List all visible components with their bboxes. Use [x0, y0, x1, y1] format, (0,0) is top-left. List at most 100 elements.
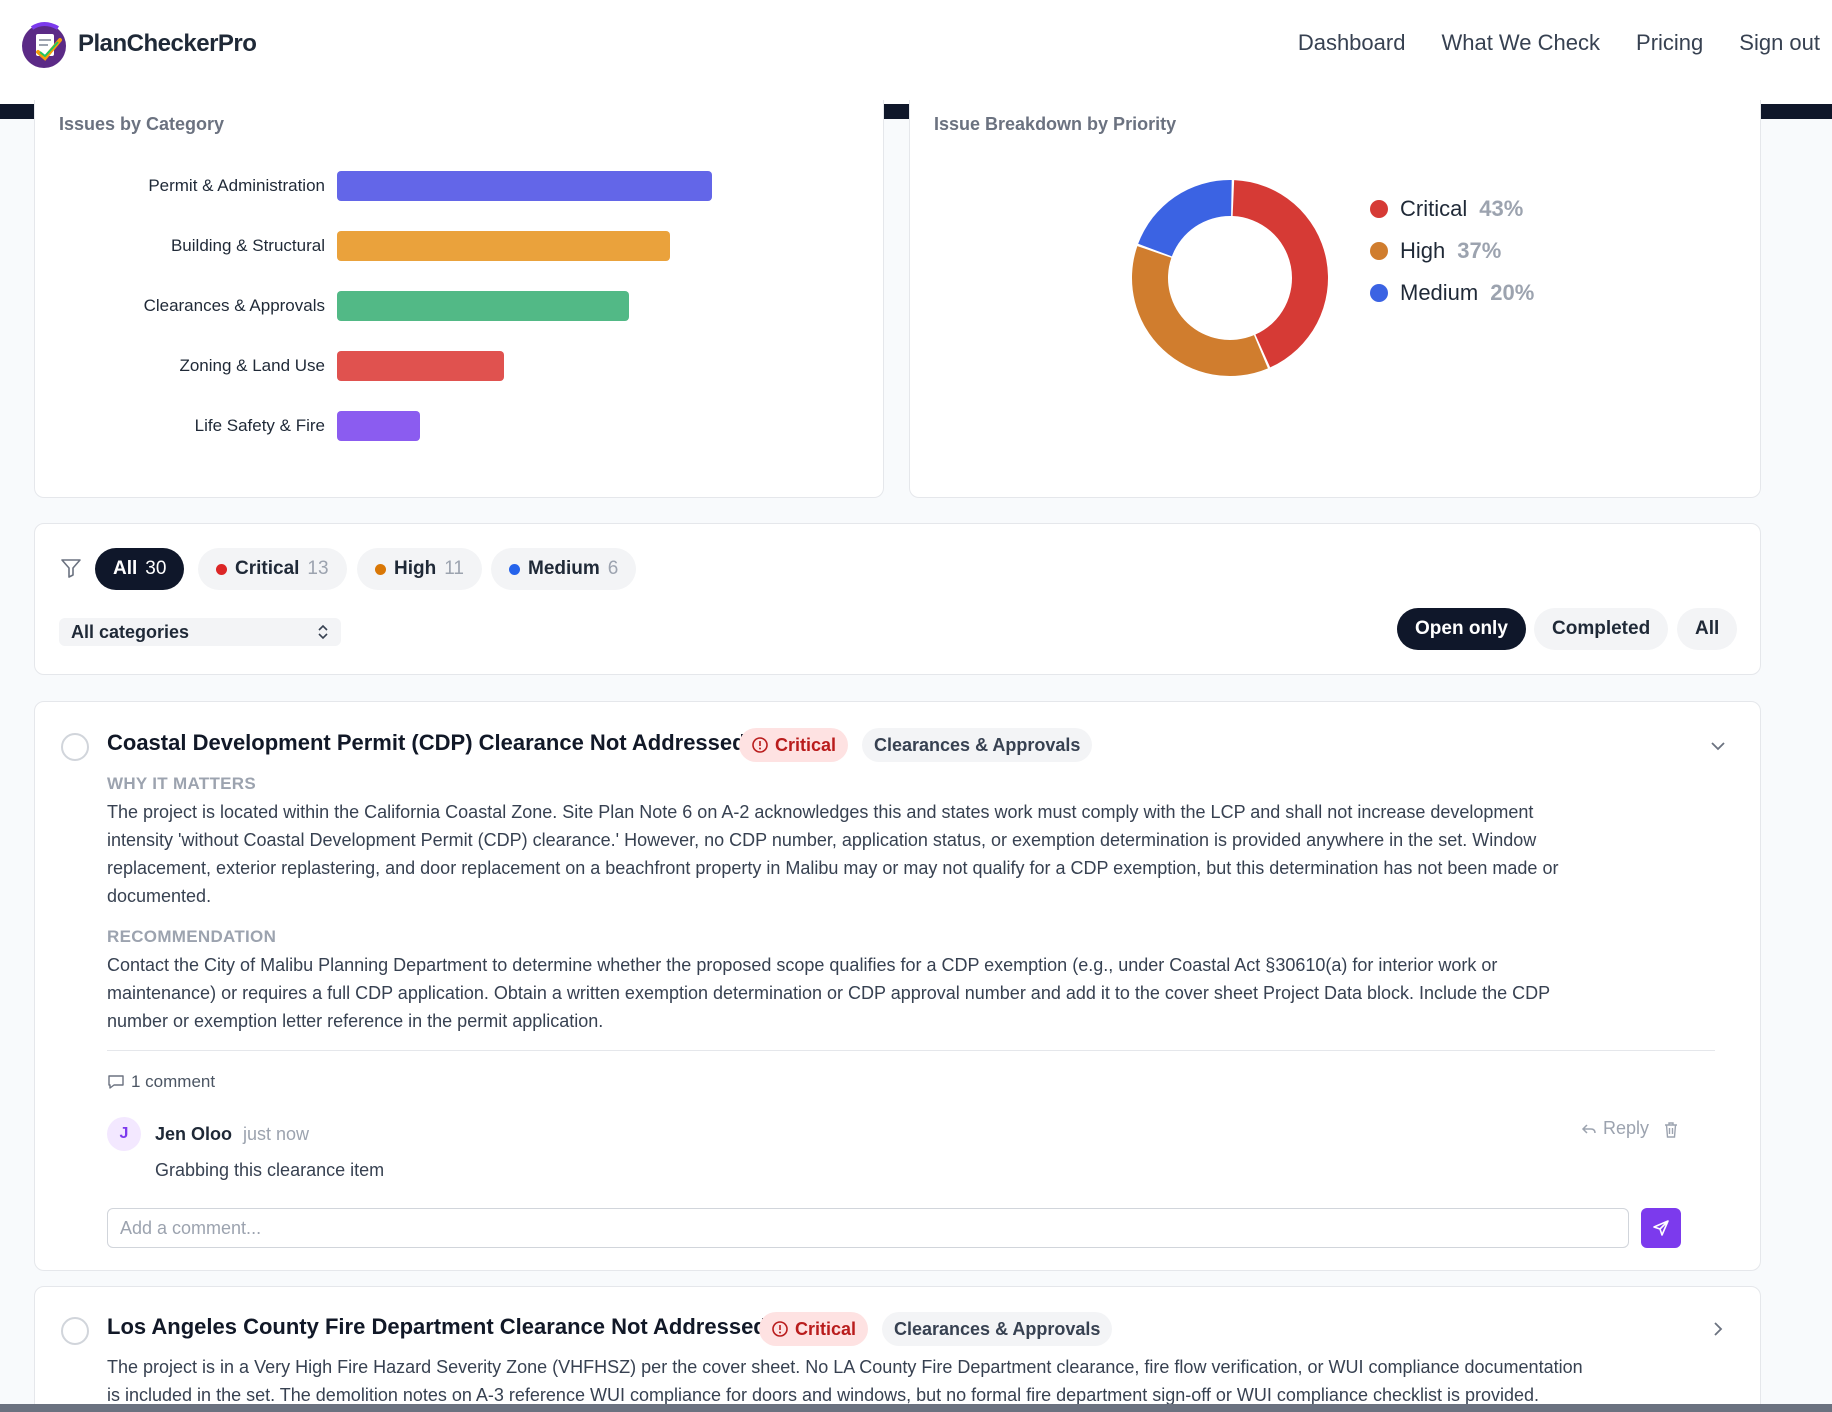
why-it-matters-text: The project is located within the Califo… — [107, 798, 1707, 910]
issue-summary-text: The project is in a Very High Fire Hazar… — [107, 1353, 1707, 1409]
bar-label: Permit & Administration — [148, 176, 325, 195]
avatar: J — [107, 1117, 141, 1151]
donut-slice[interactable] — [1138, 180, 1232, 257]
nav-what-we-check[interactable]: What We Check — [1441, 30, 1601, 55]
window-bottom-edge — [0, 1404, 1832, 1412]
issue-card: Los Angeles County Fire Department Clear… — [34, 1286, 1761, 1412]
status-completed[interactable]: Completed — [1534, 608, 1669, 650]
category-select[interactable]: All categories — [59, 618, 341, 646]
summary-line: The project is in a Very High Fire Hazar… — [107, 1357, 1583, 1377]
legend-critical-label: Critical — [1400, 196, 1468, 221]
alert-circle-icon — [752, 737, 768, 753]
top-navbar: PlanCheckerPro Dashboard What We Check P… — [0, 0, 1832, 104]
status-open-only[interactable]: Open only — [1397, 608, 1526, 650]
brand-logo[interactable]: PlanCheckerPro — [18, 18, 257, 70]
priority-badge-label: Critical — [775, 734, 837, 755]
alert-circle-icon — [772, 1321, 788, 1337]
bar[interactable] — [337, 411, 421, 441]
why-it-matters-label: WHY IT MATTERS — [107, 774, 257, 793]
high-dot-icon — [375, 563, 386, 575]
why-line: documented. — [107, 886, 212, 906]
legend-critical: Critical 43% — [1370, 188, 1534, 230]
filter-medium-count: 6 — [607, 558, 619, 579]
bar-label: Clearances & Approvals — [143, 296, 325, 315]
main-nav: Dashboard What We Check Pricing Sign out — [1298, 30, 1820, 56]
reply-button[interactable]: Reply — [1581, 1118, 1649, 1139]
legend-medium-label: Medium — [1400, 280, 1479, 305]
priority-legend: Critical 43% High 37% Medium 20% — [1370, 188, 1534, 314]
nav-dashboard[interactable]: Dashboard — [1297, 30, 1406, 55]
legend-high: High 37% — [1370, 230, 1534, 272]
send-comment-button[interactable] — [1641, 1208, 1681, 1248]
filter-critical-label: Critical — [235, 558, 300, 579]
category-badge: Clearances & Approvals — [862, 728, 1093, 762]
status-open-only-label: Open only — [1415, 618, 1508, 639]
status-completed-label: Completed — [1552, 618, 1651, 639]
filter-high-count: 11 — [444, 558, 464, 579]
critical-dot-icon — [216, 563, 227, 575]
select-chevron-icon — [318, 624, 328, 640]
nav-pricing[interactable]: Pricing — [1636, 30, 1704, 55]
bar[interactable] — [337, 291, 629, 321]
legend-high-pct: 37% — [1457, 238, 1502, 263]
issue-card: Coastal Development Permit (CDP) Clearan… — [34, 701, 1761, 1271]
status-all[interactable]: All — [1677, 608, 1738, 650]
filter-icon — [61, 559, 81, 578]
brand-name: PlanCheckerPro — [78, 30, 257, 57]
priority-breakdown-card: Issue Breakdown by Priority Critical 43%… — [909, 100, 1761, 498]
legend-medium-dot — [1370, 284, 1388, 302]
why-line: intensity 'without Coastal Development P… — [107, 830, 1537, 850]
reply-label: Reply — [1603, 1118, 1650, 1138]
filter-critical-count: 13 — [307, 558, 329, 579]
comment-input[interactable] — [107, 1208, 1629, 1248]
medium-dot-icon — [509, 563, 520, 575]
comments-divider — [107, 1050, 1715, 1051]
reply-icon — [1581, 1123, 1596, 1134]
send-icon — [1653, 1220, 1669, 1236]
bar-label: Building & Structural — [170, 236, 325, 255]
comment-count-label: 1 comment — [131, 1072, 216, 1091]
category-select-value: All categories — [71, 621, 190, 642]
category-chart-title: Issues by Category — [59, 114, 225, 134]
bar[interactable] — [337, 231, 671, 261]
legend-medium: Medium 20% — [1370, 272, 1534, 314]
issue-complete-checkbox[interactable] — [61, 733, 89, 761]
donut-slice[interactable] — [1132, 246, 1268, 376]
filter-high[interactable]: High 11 — [357, 548, 482, 590]
issue-title[interactable]: Los Angeles County Fire Department Clear… — [107, 1314, 767, 1339]
priority-chart-title: Issue Breakdown by Priority — [934, 114, 1177, 134]
chevron-down-icon[interactable] — [1708, 736, 1728, 756]
comment-timestamp: just now — [243, 1124, 310, 1144]
recommendation-text: Contact the City of Malibu Planning Depa… — [107, 951, 1707, 1035]
comment-icon — [108, 1075, 124, 1089]
filter-all-label: All — [113, 558, 138, 579]
rec-line: Contact the City of Malibu Planning Depa… — [107, 955, 1498, 975]
legend-critical-dot — [1370, 200, 1388, 218]
priority-badge: Critical — [739, 728, 849, 762]
rec-line: maintenance) or requires a full CDP appl… — [107, 983, 1551, 1003]
why-line: The project is located within the Califo… — [107, 802, 1534, 822]
comment-count[interactable]: 1 comment — [107, 1072, 215, 1092]
category-badge: Clearances & Approvals — [882, 1312, 1113, 1346]
donut-slice[interactable] — [1232, 180, 1328, 368]
recommendation-label: RECOMMENDATION — [107, 927, 277, 946]
chevron-right-icon[interactable] — [1708, 1319, 1728, 1339]
nav-sign-out[interactable]: Sign out — [1739, 30, 1820, 55]
filter-bar: All 30 Critical 13 High 11 Medium 6 All … — [34, 523, 1761, 675]
filter-all[interactable]: All 30 — [95, 548, 185, 590]
summary-line: is included in the set. The demolition n… — [107, 1385, 1540, 1405]
issue-title[interactable]: Coastal Development Permit (CDP) Clearan… — [107, 730, 746, 755]
issues-by-category-card: Issues by Category Permit & Administrati… — [34, 100, 884, 498]
why-line: replacement, exterior replastering, and … — [107, 858, 1559, 878]
legend-high-label: High — [1400, 238, 1446, 263]
filter-high-label: High — [394, 558, 437, 579]
bar[interactable] — [337, 351, 504, 381]
trash-icon[interactable] — [1663, 1121, 1679, 1139]
priority-badge: Critical — [759, 1312, 869, 1346]
filter-critical[interactable]: Critical 13 — [198, 548, 347, 590]
issue-complete-checkbox[interactable] — [61, 1317, 89, 1345]
bar-label: Zoning & Land Use — [179, 356, 325, 375]
legend-medium-pct: 20% — [1490, 280, 1535, 305]
bar[interactable] — [337, 171, 712, 201]
filter-medium[interactable]: Medium 6 — [491, 548, 637, 590]
